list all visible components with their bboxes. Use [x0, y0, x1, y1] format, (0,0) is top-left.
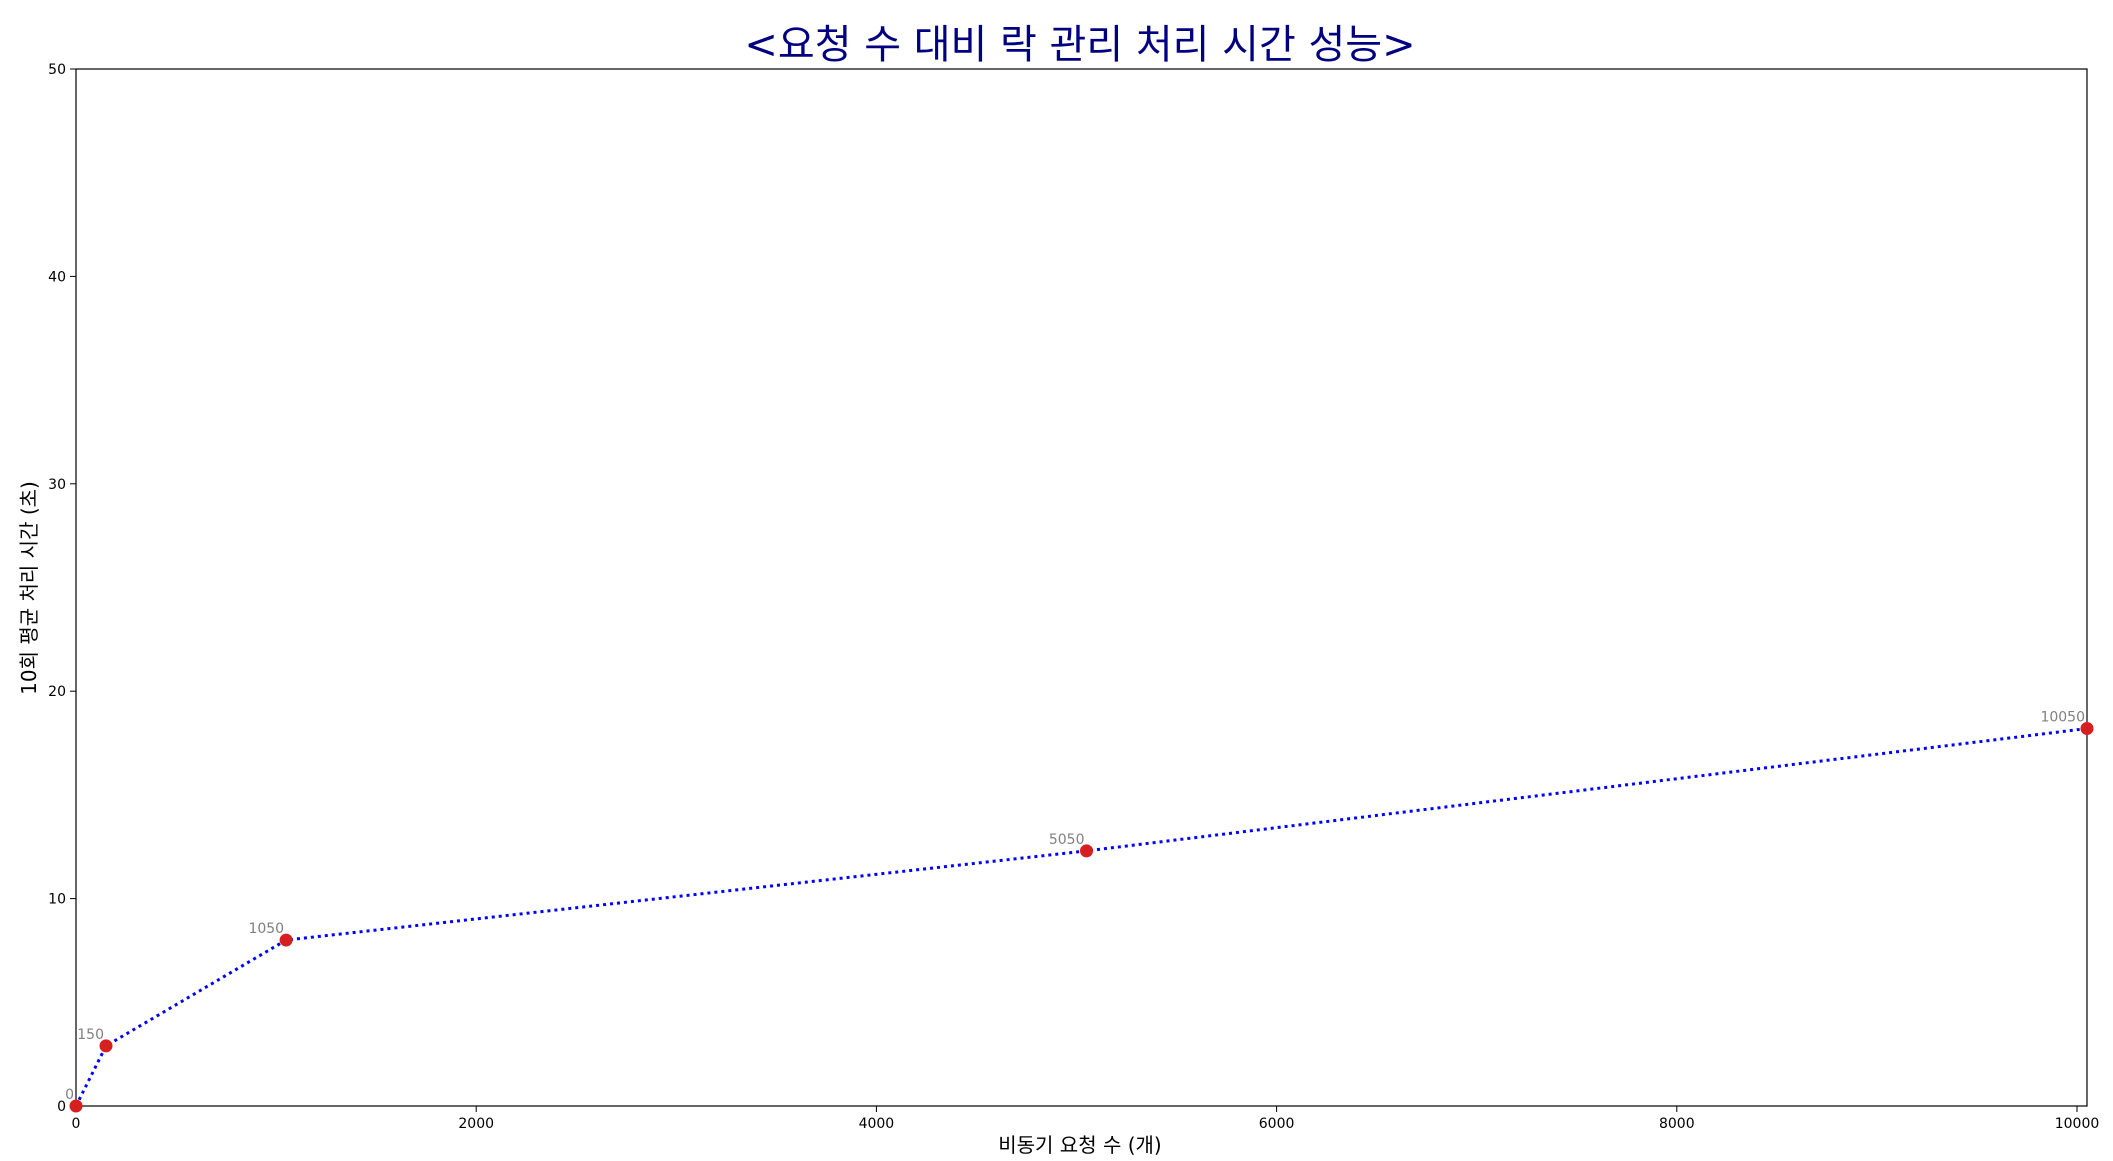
- data-point: [279, 933, 293, 947]
- data-point: [2080, 722, 2094, 736]
- y-tick-label: 20: [48, 684, 66, 700]
- data-point: [99, 1039, 113, 1053]
- x-tick-label: 4000: [859, 1116, 895, 1132]
- x-tick-label: 8000: [1659, 1116, 1695, 1132]
- data-point-label: 5050: [1049, 832, 1085, 848]
- plot-frame: [75, 68, 2088, 1107]
- y-tick-label: 50: [48, 62, 66, 78]
- data-point-label: 10050: [2040, 710, 2085, 726]
- y-axis-label: 10회 평균 처리 시간 (초): [17, 481, 41, 695]
- y-tick-label: 0: [57, 1099, 66, 1115]
- x-tick-label: 0: [72, 1116, 81, 1132]
- series: 0 150 1050 5050 10050: [65, 710, 2094, 1113]
- y-tick-label: 10: [48, 892, 66, 908]
- y-axis-ticks: 0 10 20 30 40 50: [48, 62, 76, 1115]
- data-point-label: 150: [77, 1027, 104, 1043]
- data-point-label: 1050: [248, 921, 284, 937]
- y-tick-label: 30: [48, 477, 66, 493]
- x-tick-label: 10000: [2055, 1116, 2100, 1132]
- x-tick-label: 6000: [1259, 1116, 1295, 1132]
- data-point: [1080, 844, 1094, 858]
- chart-title: <요청 수 대비 락 관리 처리 시간 성능>: [744, 22, 1415, 68]
- y-tick-label: 40: [48, 269, 66, 285]
- data-point-label: 0: [65, 1087, 74, 1103]
- x-tick-label: 2000: [458, 1116, 494, 1132]
- x-axis-label: 비동기 요청 수 (개): [998, 1133, 1161, 1157]
- series-line: [74, 727, 2088, 1107]
- x-axis-ticks: 0 2000 4000 6000 8000 10000: [72, 1106, 2100, 1132]
- data-point: [69, 1099, 83, 1113]
